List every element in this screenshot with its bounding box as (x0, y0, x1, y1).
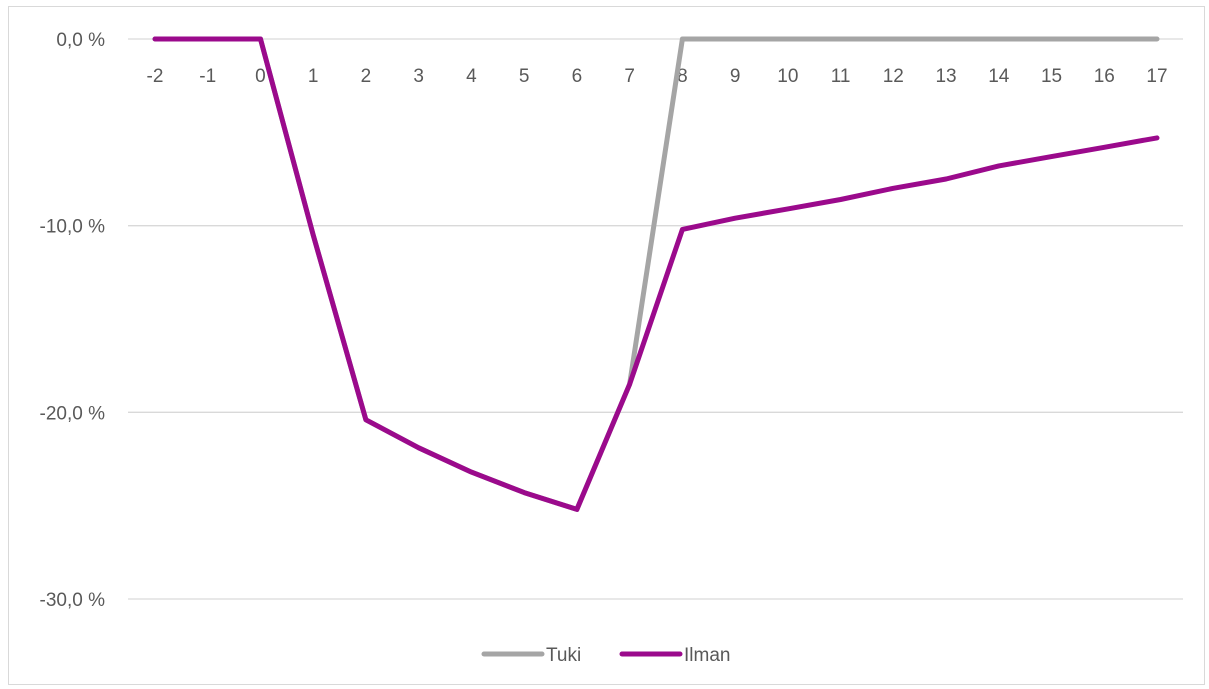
x-tick-label: 2 (361, 66, 372, 87)
x-tick-label: -1 (199, 66, 216, 87)
x-tick-label: 14 (988, 66, 1010, 87)
series-line-tuki (152, 36, 1160, 512)
x-tick-label: 4 (466, 66, 477, 87)
y-tick-label: -20,0 % (40, 403, 106, 424)
y-tick-label: -30,0 % (40, 590, 106, 611)
chart-frame (8, 6, 1205, 685)
x-tick-label: 17 (1146, 66, 1167, 87)
x-tick-label: 15 (1041, 66, 1062, 87)
x-tick-label: 8 (677, 66, 688, 87)
gridlines (128, 38, 1183, 600)
x-tick-label: 13 (935, 66, 956, 87)
x-tick-label: 10 (777, 66, 798, 87)
legend-label-tuki: Tuki (546, 645, 581, 666)
y-tick-label: 0,0 % (56, 30, 105, 51)
x-tick-label: 1 (308, 66, 319, 87)
x-tick-label: 3 (413, 66, 424, 87)
x-tick-label: 7 (624, 66, 635, 87)
legend-label-ilman: Ilman (684, 645, 730, 666)
y-tick-label: -10,0 % (40, 217, 106, 238)
series-line-ilman (152, 36, 1160, 512)
x-tick-label: -2 (147, 66, 164, 87)
y-axis-tick-labels: 0,0 % -10,0 % -20,0 % -30,0 % (40, 30, 106, 611)
legend: Tuki Ilman (481, 645, 730, 666)
x-tick-label: 12 (883, 66, 904, 87)
x-tick-label: 11 (831, 66, 851, 87)
x-tick-label: 9 (730, 66, 741, 87)
x-axis-tick-labels: -2 -1 0 1 2 3 4 5 6 7 8 9 10 11 12 13 14 15 16 17 (147, 66, 1168, 87)
x-tick-label: 6 (572, 66, 583, 87)
series-lines (152, 36, 1160, 512)
x-tick-label: 16 (1094, 66, 1115, 87)
x-tick-label: 5 (519, 66, 530, 87)
x-tick-label: 0 (255, 66, 266, 87)
